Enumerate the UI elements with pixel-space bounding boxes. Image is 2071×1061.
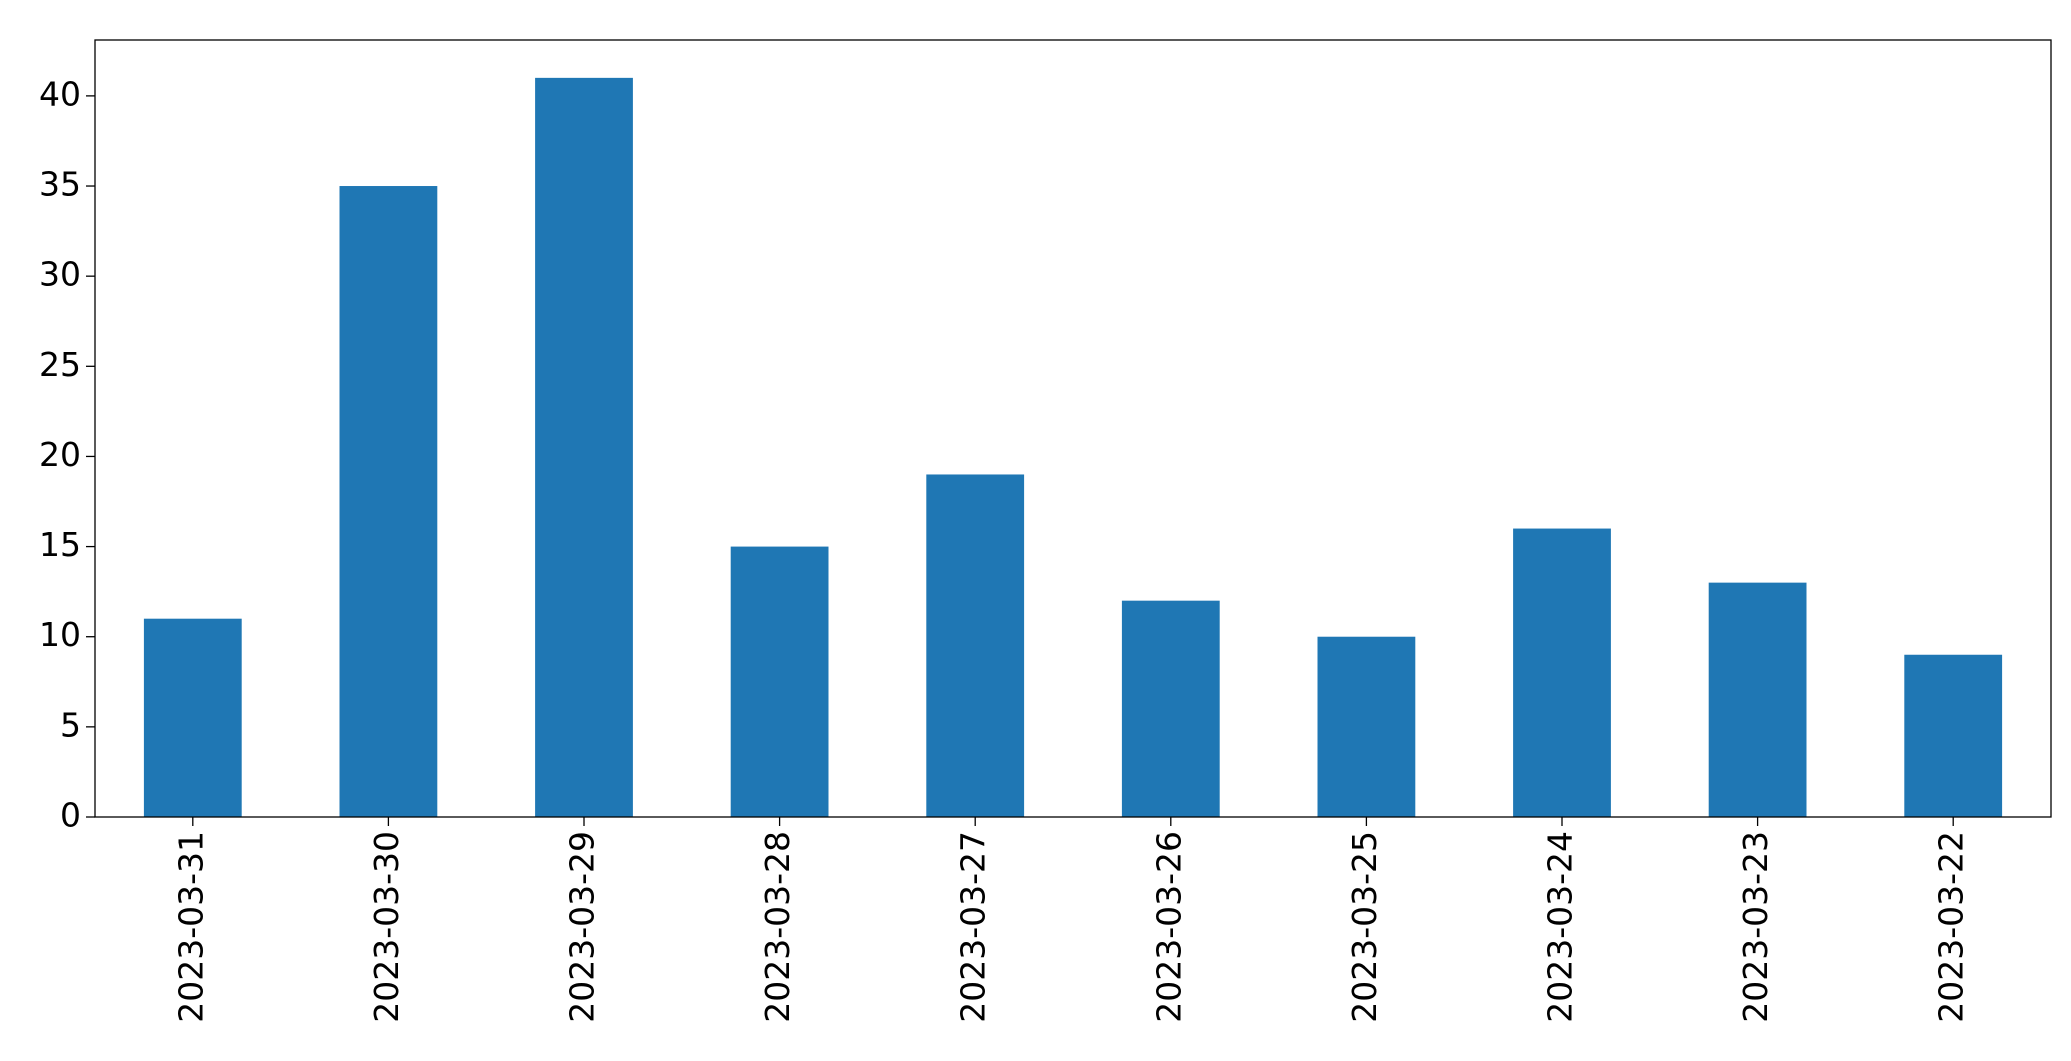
y-tick-label: 40 (39, 74, 81, 113)
bar (1317, 636, 1416, 817)
y-tick-label: 0 (60, 796, 81, 835)
x-tick-label: 2023-03-24 (1541, 831, 1580, 1023)
bar (143, 618, 242, 817)
y-tick-label: 10 (39, 615, 81, 654)
bar (926, 474, 1025, 817)
y-tick-label: 20 (39, 435, 81, 474)
bar (1513, 528, 1611, 817)
x-tick-label: 2023-03-31 (171, 831, 210, 1023)
bar (730, 546, 829, 817)
x-tick-label: 2023-03-30 (367, 831, 406, 1023)
bar (1708, 582, 1807, 817)
plot-frame (94, 39, 2052, 818)
x-tick-label: 2023-03-27 (954, 831, 993, 1023)
bar (1904, 654, 2003, 817)
bar (339, 186, 438, 818)
y-tick-label: 35 (39, 165, 81, 204)
y-tick-label: 15 (39, 525, 81, 564)
y-tick-label: 30 (39, 255, 81, 294)
x-tick-label: 2023-03-23 (1736, 831, 1775, 1023)
y-tick-label: 5 (60, 705, 81, 744)
x-tick-label: 2023-03-25 (1345, 831, 1384, 1023)
y-tick-label: 25 (39, 345, 81, 384)
bar (535, 77, 633, 818)
x-tick-label: 2023-03-29 (563, 831, 602, 1023)
x-tick-label: 2023-03-22 (1932, 831, 1971, 1023)
bar (1121, 600, 1220, 817)
x-tick-label: 2023-03-28 (758, 831, 797, 1023)
x-tick-label: 2023-03-26 (1149, 831, 1188, 1023)
